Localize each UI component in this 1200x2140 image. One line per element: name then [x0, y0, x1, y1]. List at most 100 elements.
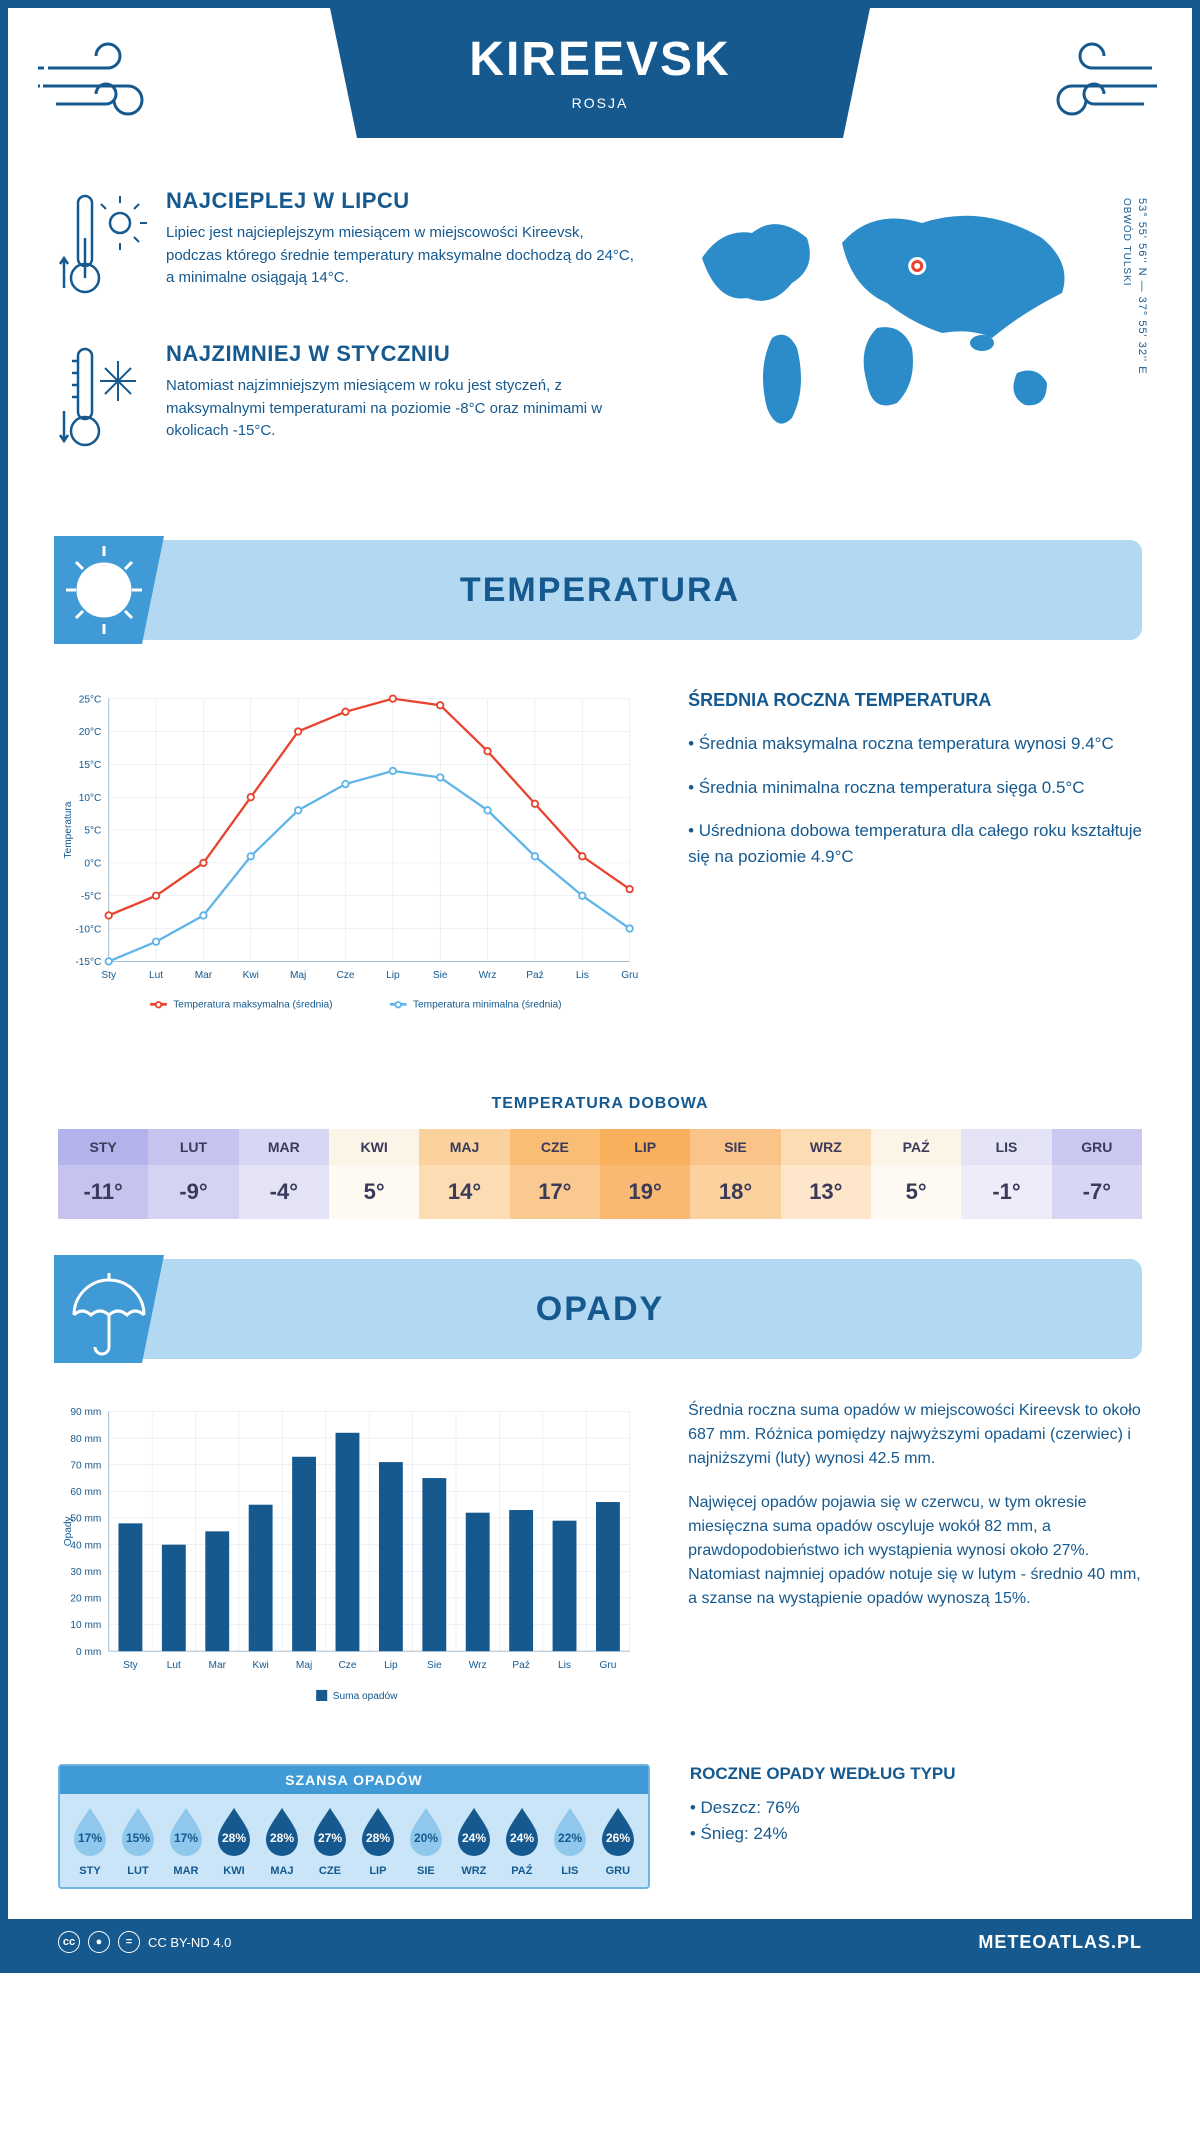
precip-chance-panel: SZANSA OPADÓW 17%STY15%LUT17%MAR28%KWI28…	[58, 1764, 650, 1889]
daily-month: LUT	[148, 1129, 238, 1165]
svg-text:Lip: Lip	[386, 970, 400, 981]
precip-text-1: Średnia roczna suma opadów w miejscowośc…	[688, 1399, 1142, 1471]
svg-text:Wrz: Wrz	[469, 1660, 487, 1671]
precip-type-summary: ROCZNE OPADY WEDŁUG TYPU • Deszcz: 76%• …	[690, 1764, 1142, 1889]
svg-text:Lis: Lis	[558, 1660, 571, 1671]
daily-month: MAJ	[419, 1129, 509, 1165]
svg-text:90 mm: 90 mm	[70, 1407, 101, 1418]
chance-drop: 28%MAJ	[258, 1804, 306, 1877]
wind-icon	[1022, 38, 1162, 128]
svg-text:Gru: Gru	[621, 970, 638, 981]
temperature-summary: ŚREDNIA ROCZNA TEMPERATURA • Średnia mak…	[688, 670, 1142, 1055]
svg-text:-15°C: -15°C	[75, 957, 101, 968]
daily-month: WRZ	[781, 1129, 871, 1165]
svg-text:-5°C: -5°C	[81, 891, 101, 902]
svg-text:Cze: Cze	[336, 970, 354, 981]
header: KIREEVSK ROSJA	[8, 8, 1192, 178]
svg-text:17%: 17%	[174, 1831, 198, 1845]
daily-month: SIE	[690, 1129, 780, 1165]
svg-text:15%: 15%	[126, 1831, 150, 1845]
svg-text:17%: 17%	[78, 1831, 102, 1845]
svg-text:Kwi: Kwi	[243, 970, 259, 981]
precip-text-2: Najwięcej opadów pojawia się w czerwcu, …	[688, 1491, 1142, 1611]
world-map: OBWÓD TULSKI 53° 55' 56'' N — 37° 55' 32…	[682, 188, 1142, 494]
precip-type-item: • Deszcz: 76%	[690, 1798, 1142, 1818]
svg-text:28%: 28%	[366, 1831, 390, 1845]
daily-temp-title: TEMPERATURA DOBOWA	[8, 1095, 1192, 1113]
svg-text:Cze: Cze	[338, 1660, 356, 1671]
daily-month: MAR	[239, 1129, 329, 1165]
daily-value: -7°	[1052, 1165, 1142, 1219]
precipitation-summary: Średnia roczna suma opadów w miejscowośc…	[688, 1389, 1142, 1734]
svg-text:Sty: Sty	[101, 970, 117, 981]
svg-text:25°C: 25°C	[79, 694, 102, 705]
svg-text:50 mm: 50 mm	[70, 1514, 101, 1525]
chance-drop: 26%GRU	[594, 1804, 642, 1877]
precip-chance-title: SZANSA OPADÓW	[60, 1766, 648, 1794]
daily-month: LIS	[961, 1129, 1051, 1165]
daily-month: CZE	[510, 1129, 600, 1165]
chance-drop: 27%CZE	[306, 1804, 354, 1877]
svg-text:Maj: Maj	[296, 1660, 312, 1671]
svg-text:70 mm: 70 mm	[70, 1460, 101, 1471]
daily-month: GRU	[1052, 1129, 1142, 1165]
temp-summary-title: ŚREDNIA ROCZNA TEMPERATURA	[688, 690, 1142, 711]
precipitation-banner: OPADY	[58, 1259, 1142, 1359]
cc-icon: cc	[58, 1931, 80, 1953]
chance-drop: 17%STY	[66, 1804, 114, 1877]
daily-value: -11°	[58, 1165, 148, 1219]
nd-icon: =	[118, 1931, 140, 1953]
svg-text:Temperatura minimalna (średnia: Temperatura minimalna (średnia)	[413, 1000, 562, 1011]
svg-text:15°C: 15°C	[79, 760, 102, 771]
coldest-title: NAJZIMNIEJ W STYCZNIU	[166, 341, 642, 367]
svg-text:28%: 28%	[270, 1831, 294, 1845]
chance-drop: 24%PAŹ	[498, 1804, 546, 1877]
svg-text:10°C: 10°C	[79, 793, 102, 804]
svg-text:Mar: Mar	[195, 970, 213, 981]
temperature-banner: TEMPERATURA	[58, 540, 1142, 640]
warmest-block: NAJCIEPLEJ W LIPCU Lipiec jest najcieple…	[58, 188, 642, 313]
chance-drop: 20%SIE	[402, 1804, 450, 1877]
daily-month: STY	[58, 1129, 148, 1165]
daily-value: -9°	[148, 1165, 238, 1219]
svg-text:0 mm: 0 mm	[76, 1647, 101, 1658]
chance-drop: 28%LIP	[354, 1804, 402, 1877]
chance-drop: 15%LUT	[114, 1804, 162, 1877]
daily-value: 13°	[781, 1165, 871, 1219]
svg-text:Lip: Lip	[384, 1660, 398, 1671]
temperature-title: TEMPERATURA	[460, 571, 740, 610]
precip-type-title: ROCZNE OPADY WEDŁUG TYPU	[690, 1764, 1142, 1784]
svg-text:Temperatura maksymalna (średni: Temperatura maksymalna (średnia)	[173, 1000, 332, 1011]
temp-info-item: • Średnia maksymalna roczna temperatura …	[688, 731, 1142, 757]
coldest-text: Natomiast najzimniejszym miesiącem w rok…	[166, 375, 642, 443]
daily-value: 18°	[690, 1165, 780, 1219]
svg-text:20%: 20%	[414, 1831, 438, 1845]
svg-text:Temperatura: Temperatura	[63, 801, 74, 858]
temp-info-item: • Średnia minimalna roczna temperatura s…	[688, 775, 1142, 801]
daily-month: PAŹ	[871, 1129, 961, 1165]
daily-month: KWI	[329, 1129, 419, 1165]
svg-text:30 mm: 30 mm	[70, 1567, 101, 1578]
svg-text:28%: 28%	[222, 1831, 246, 1845]
thermometer-sun-icon	[58, 188, 148, 313]
daily-value: 5°	[329, 1165, 419, 1219]
site-name: METEOATLAS.PL	[978, 1932, 1142, 1953]
svg-text:Paź: Paź	[512, 1660, 529, 1671]
warmest-text: Lipiec jest najcieplejszym miesiącem w m…	[166, 222, 642, 290]
svg-text:24%: 24%	[462, 1831, 486, 1845]
footer: cc ● = CC BY-ND 4.0 METEOATLAS.PL	[8, 1919, 1192, 1965]
coldest-block: NAJZIMNIEJ W STYCZNIU Natomiast najzimni…	[58, 341, 642, 466]
svg-text:0°C: 0°C	[84, 859, 101, 870]
daily-value: 5°	[871, 1165, 961, 1219]
svg-text:Lis: Lis	[576, 970, 589, 981]
svg-text:80 mm: 80 mm	[70, 1434, 101, 1445]
svg-text:26%: 26%	[606, 1831, 630, 1845]
svg-text:Sty: Sty	[123, 1660, 139, 1671]
precipitation-title: OPADY	[536, 1290, 664, 1329]
svg-text:Opady: Opady	[63, 1515, 74, 1546]
svg-text:Maj: Maj	[290, 970, 306, 981]
svg-text:22%: 22%	[558, 1831, 582, 1845]
umbrella-icon	[54, 1255, 164, 1363]
daily-temp-table: STYLUTMARKWIMAJCZELIPSIEWRZPAŹLISGRU-11°…	[58, 1129, 1142, 1219]
sun-icon	[54, 536, 164, 644]
